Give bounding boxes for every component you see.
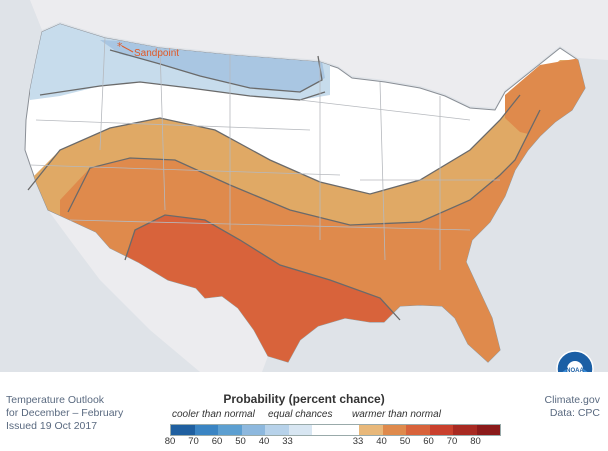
contour-warm-33 bbox=[27, 94, 521, 195]
legend-tick: 60 bbox=[423, 436, 434, 447]
credit-block: Climate.gov Data: CPC bbox=[545, 394, 600, 420]
legend-tick: 80 bbox=[470, 436, 481, 447]
title-line-3: Issued 19 Oct 2017 bbox=[6, 420, 98, 432]
legend-equal-label: equal chances bbox=[268, 409, 333, 420]
legend-color-bar bbox=[170, 424, 501, 436]
svg-text:*: * bbox=[117, 40, 123, 53]
legend-tick: 40 bbox=[376, 436, 387, 447]
svg-text:NOAA: NOAA bbox=[566, 368, 584, 374]
legend-swatch bbox=[265, 425, 289, 435]
legend-swatch bbox=[288, 425, 312, 435]
legend-swatch bbox=[406, 425, 430, 435]
title-line-2: for December – February bbox=[6, 407, 124, 419]
state-boundaries bbox=[29, 37, 500, 270]
legend-tick: 70 bbox=[446, 436, 458, 447]
legend-swatch bbox=[382, 425, 406, 435]
legend-swatch bbox=[171, 425, 195, 435]
legend-tick: 50 bbox=[235, 436, 246, 447]
legend-swatch bbox=[335, 425, 359, 435]
contour-cool-inner bbox=[109, 49, 323, 93]
legend-cooler-label: cooler than normal bbox=[172, 409, 255, 420]
legend-tick: 40 bbox=[258, 436, 270, 447]
legend-tick: 50 bbox=[399, 436, 411, 447]
canada-land bbox=[0, 0, 608, 108]
legend-tick: 60 bbox=[211, 436, 223, 447]
sandpoint-label: Sandpoint bbox=[134, 48, 179, 59]
sandpoint-annotation: * Sandpoint bbox=[117, 40, 179, 59]
legend-title: Probability (percent chance) bbox=[223, 392, 385, 406]
credit-source: Climate.gov bbox=[544, 394, 600, 406]
mexico-land bbox=[48, 210, 268, 372]
legend-swatch bbox=[241, 425, 265, 435]
legend-tick: 33 bbox=[282, 436, 293, 447]
legend-tick: 80 bbox=[164, 436, 176, 447]
legend-swatch bbox=[194, 425, 218, 435]
legend-swatch bbox=[359, 425, 383, 435]
legend-swatch bbox=[429, 425, 453, 435]
legend-tick: 70 bbox=[188, 436, 199, 447]
legend-footer bbox=[0, 372, 608, 451]
legend-warmer-label: warmer than normal bbox=[352, 409, 441, 420]
legend-swatch bbox=[453, 425, 477, 435]
legend-swatch bbox=[312, 425, 336, 435]
legend-tick-labels: 80 70 60 50 40 33 33 40 50 60 70 80 bbox=[158, 436, 481, 450]
title-line-1: Temperature Outlook bbox=[6, 394, 105, 406]
contour-warm-50 bbox=[124, 214, 401, 321]
credit-data: Data: CPC bbox=[549, 407, 600, 419]
legend-swatch bbox=[476, 425, 500, 435]
title-block: Temperature Outlook for December – Febru… bbox=[6, 394, 123, 433]
legend-swatch bbox=[218, 425, 242, 435]
legend-tick: 33 bbox=[352, 436, 364, 447]
